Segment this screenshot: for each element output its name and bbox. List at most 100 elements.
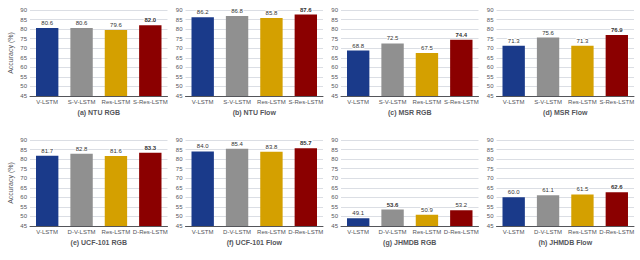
svg-text:75: 75 (487, 36, 494, 42)
svg-text:85: 85 (331, 147, 338, 153)
svg-text:60: 60 (20, 64, 27, 70)
svg-text:S-V-LSTM: S-V-LSTM (68, 99, 96, 105)
svg-text:68.8: 68.8 (352, 43, 364, 49)
svg-text:65: 65 (331, 185, 338, 191)
svg-text:Res-LSTM: Res-LSTM (257, 229, 286, 235)
svg-text:70: 70 (176, 45, 183, 51)
svg-text:(h) JHMDB Flow: (h) JHMDB Flow (538, 239, 592, 247)
svg-text:45: 45 (20, 223, 27, 229)
svg-text:45: 45 (176, 223, 183, 229)
svg-text:70: 70 (487, 45, 494, 51)
svg-text:80: 80 (176, 26, 183, 32)
svg-text:Res-LSTM: Res-LSTM (102, 229, 131, 235)
svg-text:50: 50 (176, 213, 183, 219)
svg-text:V-LSTM: V-LSTM (503, 229, 525, 235)
svg-text:45: 45 (20, 93, 27, 99)
svg-text:70: 70 (331, 175, 338, 181)
svg-text:75: 75 (176, 36, 183, 42)
svg-text:Res-LSTM: Res-LSTM (413, 99, 442, 105)
svg-text:65: 65 (20, 185, 27, 191)
svg-text:65: 65 (487, 55, 494, 61)
svg-text:V-LSTM: V-LSTM (192, 99, 214, 105)
svg-text:85: 85 (487, 17, 494, 23)
svg-text:50: 50 (20, 213, 27, 219)
svg-text:Res-LSTM: Res-LSTM (568, 99, 597, 105)
svg-text:80: 80 (331, 26, 338, 32)
svg-text:V-LSTM: V-LSTM (347, 99, 369, 105)
svg-text:85: 85 (487, 147, 494, 153)
svg-text:75: 75 (20, 36, 27, 42)
svg-text:50: 50 (176, 83, 183, 89)
svg-text:D-Res-LSTM: D-Res-LSTM (599, 229, 634, 235)
svg-text:65: 65 (487, 185, 494, 191)
svg-text:85: 85 (331, 17, 338, 23)
svg-text:V-LSTM: V-LSTM (192, 229, 214, 235)
svg-text:65: 65 (176, 55, 183, 61)
svg-text:55: 55 (176, 74, 183, 80)
svg-text:50: 50 (331, 83, 338, 89)
svg-text:55: 55 (487, 204, 494, 210)
svg-text:65: 65 (176, 185, 183, 191)
svg-text:61.1: 61.1 (542, 187, 554, 193)
svg-text:V-LSTM: V-LSTM (347, 229, 369, 235)
svg-text:75: 75 (176, 166, 183, 172)
svg-text:45: 45 (176, 93, 183, 99)
svg-text:50: 50 (487, 83, 494, 89)
svg-text:90: 90 (20, 137, 27, 143)
svg-text:74.4: 74.4 (455, 32, 467, 38)
svg-text:45: 45 (331, 223, 338, 229)
svg-text:60: 60 (176, 64, 183, 70)
svg-text:45: 45 (331, 93, 338, 99)
svg-text:75.6: 75.6 (542, 30, 554, 36)
svg-text:55: 55 (20, 74, 27, 80)
svg-text:85: 85 (20, 17, 27, 23)
svg-text:71.3: 71.3 (508, 38, 520, 44)
svg-text:Res-LSTM: Res-LSTM (257, 99, 286, 105)
svg-text:70: 70 (20, 175, 27, 181)
svg-text:S-V-LSTM: S-V-LSTM (534, 99, 562, 105)
svg-text:86.2: 86.2 (197, 9, 209, 15)
svg-text:70: 70 (176, 175, 183, 181)
svg-text:75: 75 (20, 166, 27, 172)
svg-text:80: 80 (487, 156, 494, 162)
svg-text:45: 45 (487, 223, 494, 229)
svg-text:(g) JHMDB RGB: (g) JHMDB RGB (383, 239, 436, 247)
svg-text:85.4: 85.4 (231, 141, 243, 147)
svg-text:49.1: 49.1 (352, 210, 364, 216)
svg-text:60: 60 (176, 194, 183, 200)
svg-text:60: 60 (487, 194, 494, 200)
svg-text:71.3: 71.3 (577, 38, 589, 44)
svg-text:V-LSTM: V-LSTM (36, 229, 58, 235)
svg-text:90: 90 (487, 137, 494, 143)
svg-text:85.7: 85.7 (300, 140, 312, 146)
svg-text:80: 80 (176, 156, 183, 162)
svg-text:50.9: 50.9 (421, 207, 433, 213)
svg-text:53.6: 53.6 (387, 202, 399, 208)
svg-text:70: 70 (487, 175, 494, 181)
svg-text:70: 70 (331, 45, 338, 51)
svg-text:75: 75 (487, 166, 494, 172)
svg-text:D-V-LSTM: D-V-LSTM (379, 229, 407, 235)
svg-text:70: 70 (20, 45, 27, 51)
svg-text:82.0: 82.0 (144, 17, 156, 23)
svg-text:S-Res-LSTM: S-Res-LSTM (444, 99, 479, 105)
svg-text:(c) MSR RGB: (c) MSR RGB (388, 109, 432, 117)
svg-text:(d) MSR Flow: (d) MSR Flow (543, 109, 588, 117)
svg-text:60.0: 60.0 (508, 189, 520, 195)
svg-text:80: 80 (487, 26, 494, 32)
svg-text:81.6: 81.6 (110, 148, 122, 154)
svg-text:60: 60 (331, 64, 338, 70)
svg-text:80: 80 (20, 156, 27, 162)
svg-text:90: 90 (331, 137, 338, 143)
svg-text:90: 90 (176, 7, 183, 13)
svg-text:90: 90 (331, 7, 338, 13)
svg-text:50: 50 (487, 213, 494, 219)
svg-text:60: 60 (20, 194, 27, 200)
svg-text:50: 50 (331, 213, 338, 219)
svg-text:87.6: 87.6 (300, 7, 312, 13)
svg-text:D-Res-LSTM: D-Res-LSTM (444, 229, 479, 235)
svg-text:81.7: 81.7 (41, 148, 53, 154)
svg-text:72.5: 72.5 (387, 35, 399, 41)
svg-text:90: 90 (487, 7, 494, 13)
svg-text:60: 60 (331, 194, 338, 200)
